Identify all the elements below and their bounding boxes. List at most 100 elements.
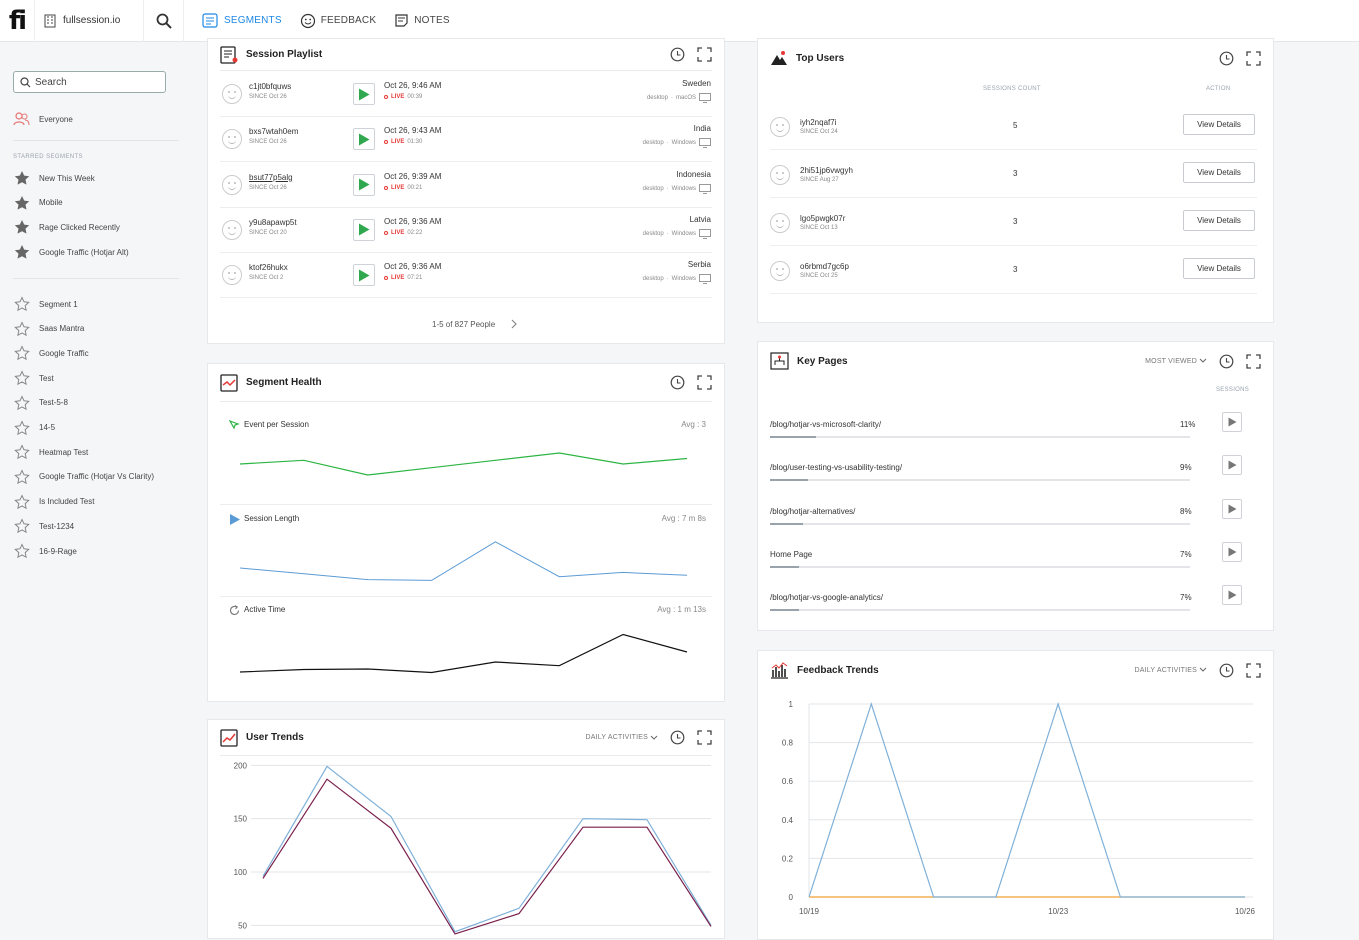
sidebar-item-label: Rage Clicked Recently	[39, 222, 120, 232]
page-path[interactable]: /blog/hotjar-vs-google-analytics/	[770, 593, 883, 603]
view-details-button[interactable]: View Details	[1183, 162, 1255, 183]
project-selector[interactable]: fullsession.io	[34, 0, 144, 42]
clock-icon[interactable]	[1219, 663, 1234, 678]
session-user-name[interactable]: ktof26hukx	[249, 263, 288, 273]
sidebar-item-label: 16-9-Rage	[39, 546, 77, 556]
sidebar-item-segment[interactable]: Segment 1	[13, 295, 78, 313]
sidebar-item-segment[interactable]: 16-9-Rage	[13, 542, 77, 560]
sidebar-item-segment[interactable]: Test-5-8	[13, 394, 68, 412]
expand-icon[interactable]	[697, 47, 712, 62]
most-viewed-dropdown[interactable]: MOST VIEWED	[1145, 358, 1207, 365]
health-label: Event per Session	[244, 420, 309, 429]
page-progress-fill	[770, 436, 816, 438]
session-user-name[interactable]: bsut77p5alg	[249, 172, 293, 182]
play-session-button[interactable]	[353, 173, 375, 196]
session-user-name[interactable]: y9u8apawp5t	[249, 217, 297, 227]
page-path[interactable]: /blog/user-testing-vs-usability-testing/	[770, 463, 903, 473]
star-outline-icon[interactable]	[13, 394, 30, 411]
device-os: Windows	[671, 276, 696, 283]
clock-icon[interactable]	[670, 730, 685, 745]
view-details-button[interactable]: View Details	[1183, 258, 1255, 279]
clock-icon[interactable]	[1219, 354, 1234, 369]
pagination-text: 1-5 of 827 People	[432, 320, 496, 329]
play-page-button[interactable]	[1222, 541, 1242, 562]
page-path[interactable]: /blog/hotjar-vs-microsoft-clarity/	[770, 420, 882, 429]
star-outline-icon[interactable]	[13, 419, 30, 436]
sidebar-item-segment[interactable]: Saas Mantra	[13, 320, 84, 338]
card-header: Key Pages MOST VIEWED	[770, 342, 1261, 380]
monitor-icon	[699, 274, 711, 285]
star-outline-icon[interactable]	[13, 444, 30, 461]
star-outline-icon[interactable]	[13, 543, 30, 560]
sidebar-item-segment[interactable]: Google Traffic	[13, 344, 89, 362]
sidebar-item-starred[interactable]: Rage Clicked Recently	[13, 218, 120, 236]
session-user-name[interactable]: c1jt0bfquws	[249, 82, 292, 91]
expand-icon[interactable]	[1246, 662, 1261, 678]
tab-segments[interactable]: SEGMENTS	[202, 13, 282, 28]
daily-activities-dropdown[interactable]: DAILY ACTIVITIES	[586, 734, 658, 741]
expand-icon[interactable]	[1246, 353, 1261, 369]
daily-activities-dropdown[interactable]: DAILY ACTIVITIES	[1135, 667, 1207, 674]
top-user-name: lgo5pwgk07r	[800, 214, 846, 223]
sidebar-item-segment[interactable]: Test	[13, 369, 54, 387]
star-outline-icon[interactable]	[13, 468, 30, 485]
session-device-info: desktop · Windows	[643, 183, 711, 194]
view-details-button[interactable]: View Details	[1183, 114, 1255, 135]
play-session-button[interactable]	[353, 218, 375, 241]
clock-icon[interactable]	[670, 47, 685, 62]
expand-icon[interactable]	[697, 730, 712, 745]
star-outline-icon[interactable]	[13, 296, 30, 313]
sidebar-item-starred[interactable]: New This Week	[13, 169, 95, 187]
sidebar-item-segment[interactable]: Google Traffic (Hotjar Vs Clarity)	[13, 468, 154, 486]
sidebar-item-everyone[interactable]: Everyone	[13, 110, 73, 128]
live-dot-icon	[384, 276, 388, 281]
page-path[interactable]: Home Page	[770, 549, 813, 559]
play-session-button[interactable]	[353, 83, 375, 105]
session-time: Oct 26, 9:46 AM	[384, 81, 442, 90]
tab-notes[interactable]: NOTES	[394, 13, 449, 28]
global-search-button[interactable]	[144, 0, 184, 42]
sidebar-item-segment[interactable]: 14-5	[13, 419, 55, 437]
expand-icon[interactable]	[697, 375, 712, 390]
play-page-button[interactable]	[1222, 585, 1242, 606]
chevron-right-icon[interactable]	[510, 319, 518, 329]
sidebar-item-starred[interactable]: Google Traffic (Hotjar Alt)	[13, 243, 129, 261]
clock-icon[interactable]	[1219, 51, 1234, 66]
play-session-button[interactable]	[353, 128, 375, 151]
tab-feedback[interactable]: FEEDBACK	[300, 13, 377, 29]
segment-search-input[interactable]: Search	[13, 71, 166, 93]
play-icon	[1228, 547, 1237, 557]
session-row[interactable]: bxs7wtah0em SINCE Oct 26 Oct 26, 9:43 AM LI…	[220, 117, 712, 163]
play-page-button[interactable]	[1222, 498, 1242, 519]
card-title: Segment Health	[246, 377, 322, 388]
clock-icon[interactable]	[670, 375, 685, 390]
page-path[interactable]: /blog/hotjar-alternatives/	[770, 506, 856, 516]
app-logo[interactable]: fi	[8, 5, 27, 36]
play-page-button[interactable]	[1222, 412, 1242, 432]
sidebar-item-segment[interactable]: Heatmap Test	[13, 443, 88, 461]
session-row[interactable]: ktof26hukx SINCE Oct 2 Oct 26, 9:36 AM LIVE…	[220, 253, 712, 299]
sidebar-item-label: 14-5	[39, 423, 56, 432]
star-outline-icon[interactable]	[13, 320, 30, 337]
sidebar-item-starred[interactable]: Mobile	[13, 194, 63, 212]
session-row[interactable]: y9u8apawp5t SINCE Oct 20 Oct 26, 9:36 AM LI…	[220, 208, 712, 253]
view-details-button[interactable]: View Details	[1183, 210, 1255, 231]
sidebar-divider	[13, 278, 179, 279]
session-row[interactable]: c1jt0bfquws SINCE Oct 26 Oct 26, 9:46 AM LI…	[220, 72, 712, 117]
star-outline-icon[interactable]	[13, 518, 30, 535]
sidebar-item-segment[interactable]: Is Included Test	[13, 493, 94, 511]
sidebar-item-segment[interactable]: Test-1234	[13, 517, 74, 535]
session-country: Latvia	[689, 214, 711, 224]
dropdown-label: MOST VIEWED	[1145, 357, 1197, 365]
star-outline-icon[interactable]	[13, 345, 30, 362]
star-outline-icon[interactable]	[13, 370, 30, 387]
sparkline-path	[239, 452, 688, 476]
star-outline-icon[interactable]	[13, 493, 30, 510]
session-row[interactable]: bsut77p5alg SINCE Oct 26 Oct 26, 9:39 AM LI…	[220, 163, 712, 208]
play-page-button[interactable]	[1222, 455, 1242, 476]
session-user-name[interactable]: bxs7wtah0em	[249, 127, 299, 137]
expand-icon[interactable]	[1246, 50, 1261, 66]
x-tick-label: 10/26	[1235, 907, 1256, 916]
play-icon	[230, 514, 240, 525]
play-session-button[interactable]	[353, 264, 375, 287]
